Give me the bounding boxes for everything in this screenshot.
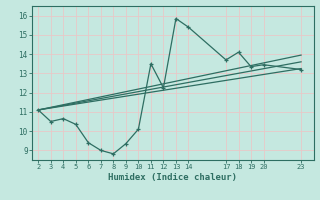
X-axis label: Humidex (Indice chaleur): Humidex (Indice chaleur) — [108, 173, 237, 182]
